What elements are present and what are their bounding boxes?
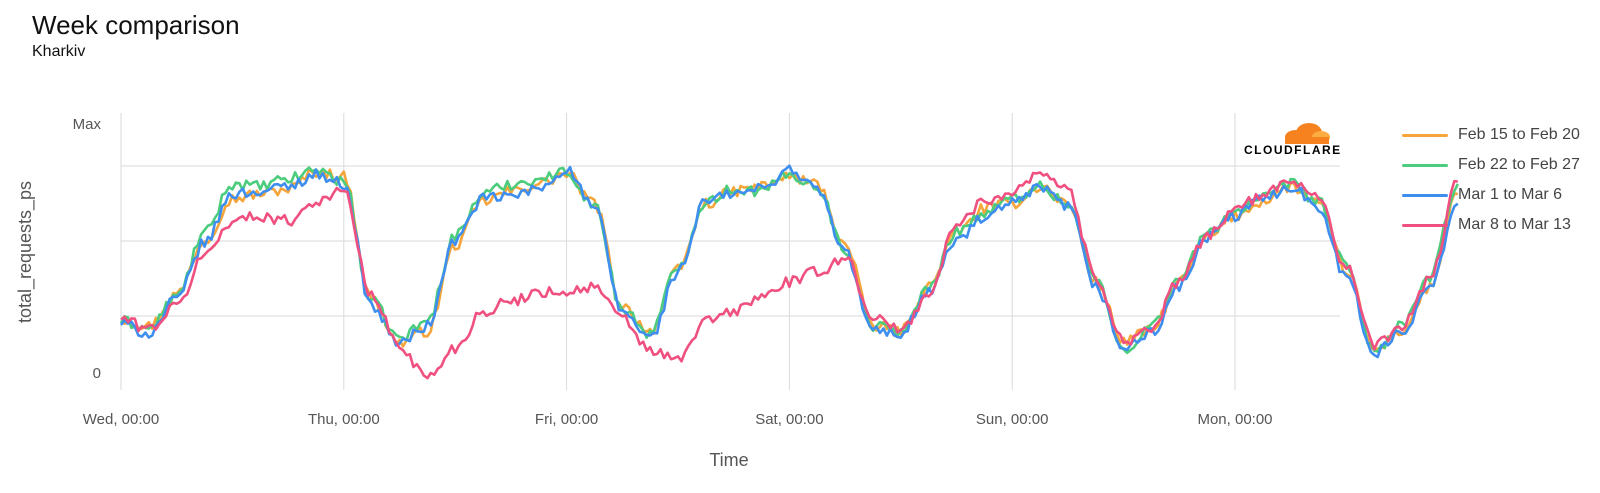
x-tick-label: Thu, 00:00 xyxy=(308,411,380,428)
series-line xyxy=(119,166,1459,355)
legend-label: Mar 1 to Mar 6 xyxy=(1458,186,1563,203)
chart-series xyxy=(119,164,1459,380)
legend-swatch xyxy=(1402,164,1448,167)
legend-label: Feb 15 to Feb 20 xyxy=(1458,126,1580,143)
legend-swatch xyxy=(1402,134,1448,137)
series-line xyxy=(120,171,1458,380)
cloudflare-logo: CLOUDFLARE xyxy=(1244,116,1364,160)
cloudflare-cloud-icon xyxy=(1285,123,1330,144)
y-tick-label: Max xyxy=(73,116,102,133)
legend-label: Mar 8 to Mar 13 xyxy=(1458,216,1571,233)
legend-label: Feb 22 to Feb 27 xyxy=(1458,156,1580,173)
y-axis-label: total_requests_ps xyxy=(15,181,36,323)
legend-swatch xyxy=(1402,194,1448,197)
x-axis-label: Time xyxy=(709,450,748,470)
x-tick-label: Fri, 00:00 xyxy=(535,411,598,428)
chart-subtitle: Kharkiv xyxy=(32,43,86,60)
series-line xyxy=(119,164,1459,359)
x-tick-label: Wed, 00:00 xyxy=(83,411,159,428)
legend-swatch xyxy=(1402,224,1448,227)
chart-axes: Wed, 00:00 Thu, 00:00 Fri, 00:00 Sat, 00:00… xyxy=(73,116,1273,428)
x-tick-label: Mon, 00:00 xyxy=(1197,411,1272,428)
x-tick-label: Sun, 00:00 xyxy=(976,411,1049,428)
chart-grid xyxy=(120,113,1340,390)
y-tick-label: 0 xyxy=(93,365,101,382)
logo-text: CLOUDFLARE xyxy=(1244,143,1342,157)
x-tick-label: Sat, 00:00 xyxy=(755,411,823,428)
chart-title: Week comparison xyxy=(32,10,240,40)
